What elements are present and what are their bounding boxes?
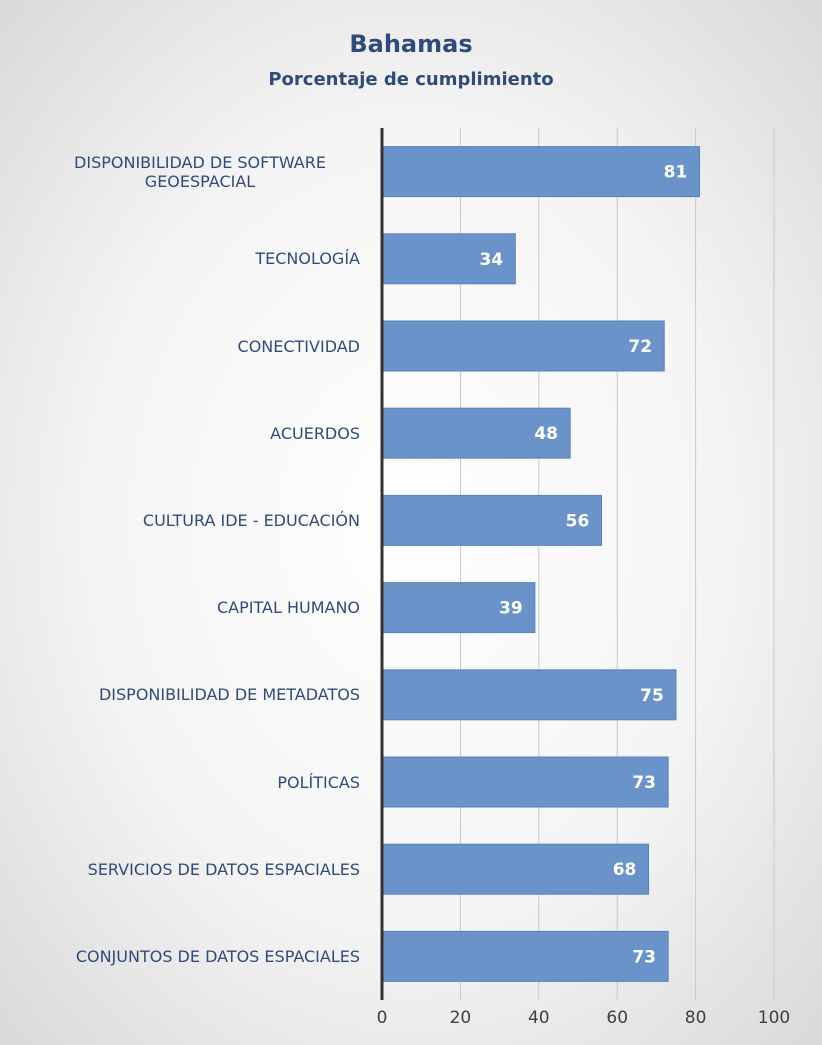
value-label: 72 (628, 337, 652, 357)
y-tick-label-box: DISPONIBILIDAD DE SOFTWARE GEOESPACIAL (10, 132, 360, 212)
y-tick-label: DISPONIBILIDAD DE METADATOS (98, 685, 360, 705)
value-label: 73 (632, 773, 656, 793)
x-tick-label: 20 (450, 1008, 472, 1028)
y-tick-label: POLÍTICAS (277, 772, 360, 792)
chart-title: Bahamas (349, 30, 472, 58)
x-tick-label: 100 (758, 1008, 790, 1028)
value-label: 39 (499, 599, 523, 619)
y-tick-label: CAPITAL HUMANO (216, 598, 360, 618)
y-tick-label-box: DISPONIBILIDAD DE METADATOS (10, 655, 360, 735)
bar (381, 756, 669, 808)
y-tick-label-box: ACUERDOS (10, 393, 360, 473)
y-tick-label: DISPONIBILIDAD DE SOFTWARE GEOESPACIAL (74, 152, 326, 191)
y-tick-label: CULTURA IDE - EDUCACIÓN (142, 510, 360, 530)
bar (381, 233, 516, 285)
y-tick-label-box: CAPITAL HUMANO (10, 568, 360, 648)
x-tick-label: 80 (685, 1008, 707, 1028)
y-tick-label: CONJUNTOS DE DATOS ESPACIALES (75, 946, 360, 966)
y-tick-label: SERVICIOS DE DATOS ESPACIALES (87, 859, 360, 879)
value-label: 81 (664, 163, 688, 183)
bar (381, 146, 701, 198)
x-tick-label: 60 (606, 1008, 628, 1028)
value-label: 34 (479, 250, 503, 270)
y-tick-label: ACUERDOS (270, 423, 360, 443)
y-tick-label: CONECTIVIDAD (237, 336, 360, 356)
y-tick-label-box: CONECTIVIDAD (10, 306, 360, 386)
y-tick-label-box: TECNOLOGÍA (10, 219, 360, 299)
bar (381, 669, 677, 721)
y-tick-label-box: SERVICIOS DE DATOS ESPACIALES (10, 829, 360, 909)
bar (381, 320, 665, 372)
bar (381, 494, 603, 546)
y-tick-label-box: CONJUNTOS DE DATOS ESPACIALES (10, 916, 360, 996)
bar (381, 582, 536, 634)
y-tick-label-box: POLÍTICAS (10, 742, 360, 822)
y-tick-label-box: CULTURA IDE - EDUCACIÓN (10, 480, 360, 560)
value-label: 48 (534, 424, 558, 444)
value-label: 73 (632, 947, 656, 967)
y-tick-label: TECNOLOGÍA (255, 249, 360, 269)
bar (381, 407, 571, 459)
value-label: 56 (566, 511, 590, 531)
chart-subtitle: Porcentaje de cumplimiento (268, 69, 553, 90)
x-tick-label: 40 (528, 1008, 550, 1028)
value-label: 75 (640, 686, 664, 706)
bar (381, 843, 650, 895)
value-label: 68 (613, 860, 637, 880)
bar (381, 930, 669, 982)
x-tick-label: 0 (377, 1008, 388, 1028)
